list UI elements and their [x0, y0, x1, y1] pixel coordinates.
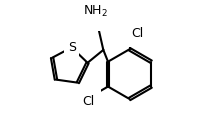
Text: NH$_2$: NH$_2$	[83, 4, 108, 19]
Text: Cl: Cl	[82, 95, 94, 108]
Text: Cl: Cl	[131, 27, 143, 40]
Text: S: S	[68, 41, 76, 54]
